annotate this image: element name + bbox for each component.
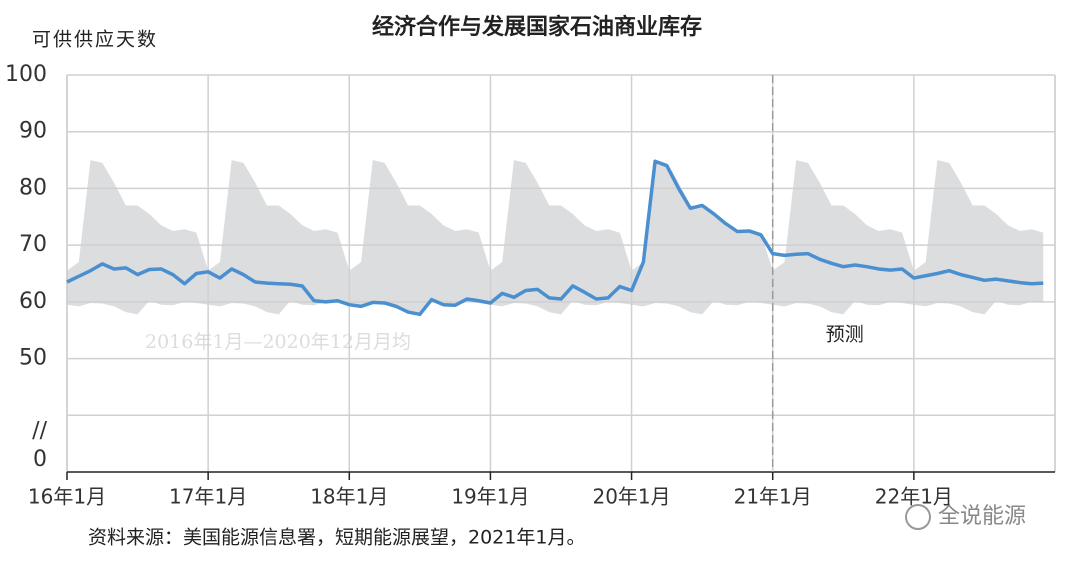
x-tick-label: 20年1月 (592, 485, 670, 509)
y-tick-label: 100 (5, 62, 47, 87)
x-tick-label: 19年1月 (451, 485, 529, 509)
band-label: 2016年1月—2020年12月月均 (145, 331, 411, 353)
range-band (67, 160, 1044, 315)
y-tick-label: 50 (19, 346, 47, 371)
series-line (66, 159, 1044, 317)
chart-title: 经济合作与发展国家石油商业库存 (372, 14, 702, 40)
y-tick-label: 80 (19, 175, 47, 200)
x-tick-label: 21年1月 (734, 485, 812, 509)
watermark-icon (905, 504, 931, 530)
y-tick-label: // (32, 418, 47, 443)
y-tick-label: 60 (19, 289, 47, 314)
source-note: 资料来源：美国能源信息署，短期能源展望，2021年1月。 (88, 527, 585, 549)
y-axis-label: 可供供应天数 (32, 29, 158, 51)
x-tick-label: 22年1月 (875, 485, 953, 509)
x-tick-label: 17年1月 (169, 485, 247, 509)
y-tick-label: 0 (33, 447, 47, 472)
y-tick-label: 70 (19, 232, 47, 257)
y-tick-label: 90 (19, 119, 47, 144)
x-tick-label: 16年1月 (28, 485, 106, 509)
forecast-label: 预测 (826, 324, 864, 346)
x-tick-label: 18年1月 (310, 485, 388, 509)
watermark: 全说能源 (938, 504, 1026, 529)
